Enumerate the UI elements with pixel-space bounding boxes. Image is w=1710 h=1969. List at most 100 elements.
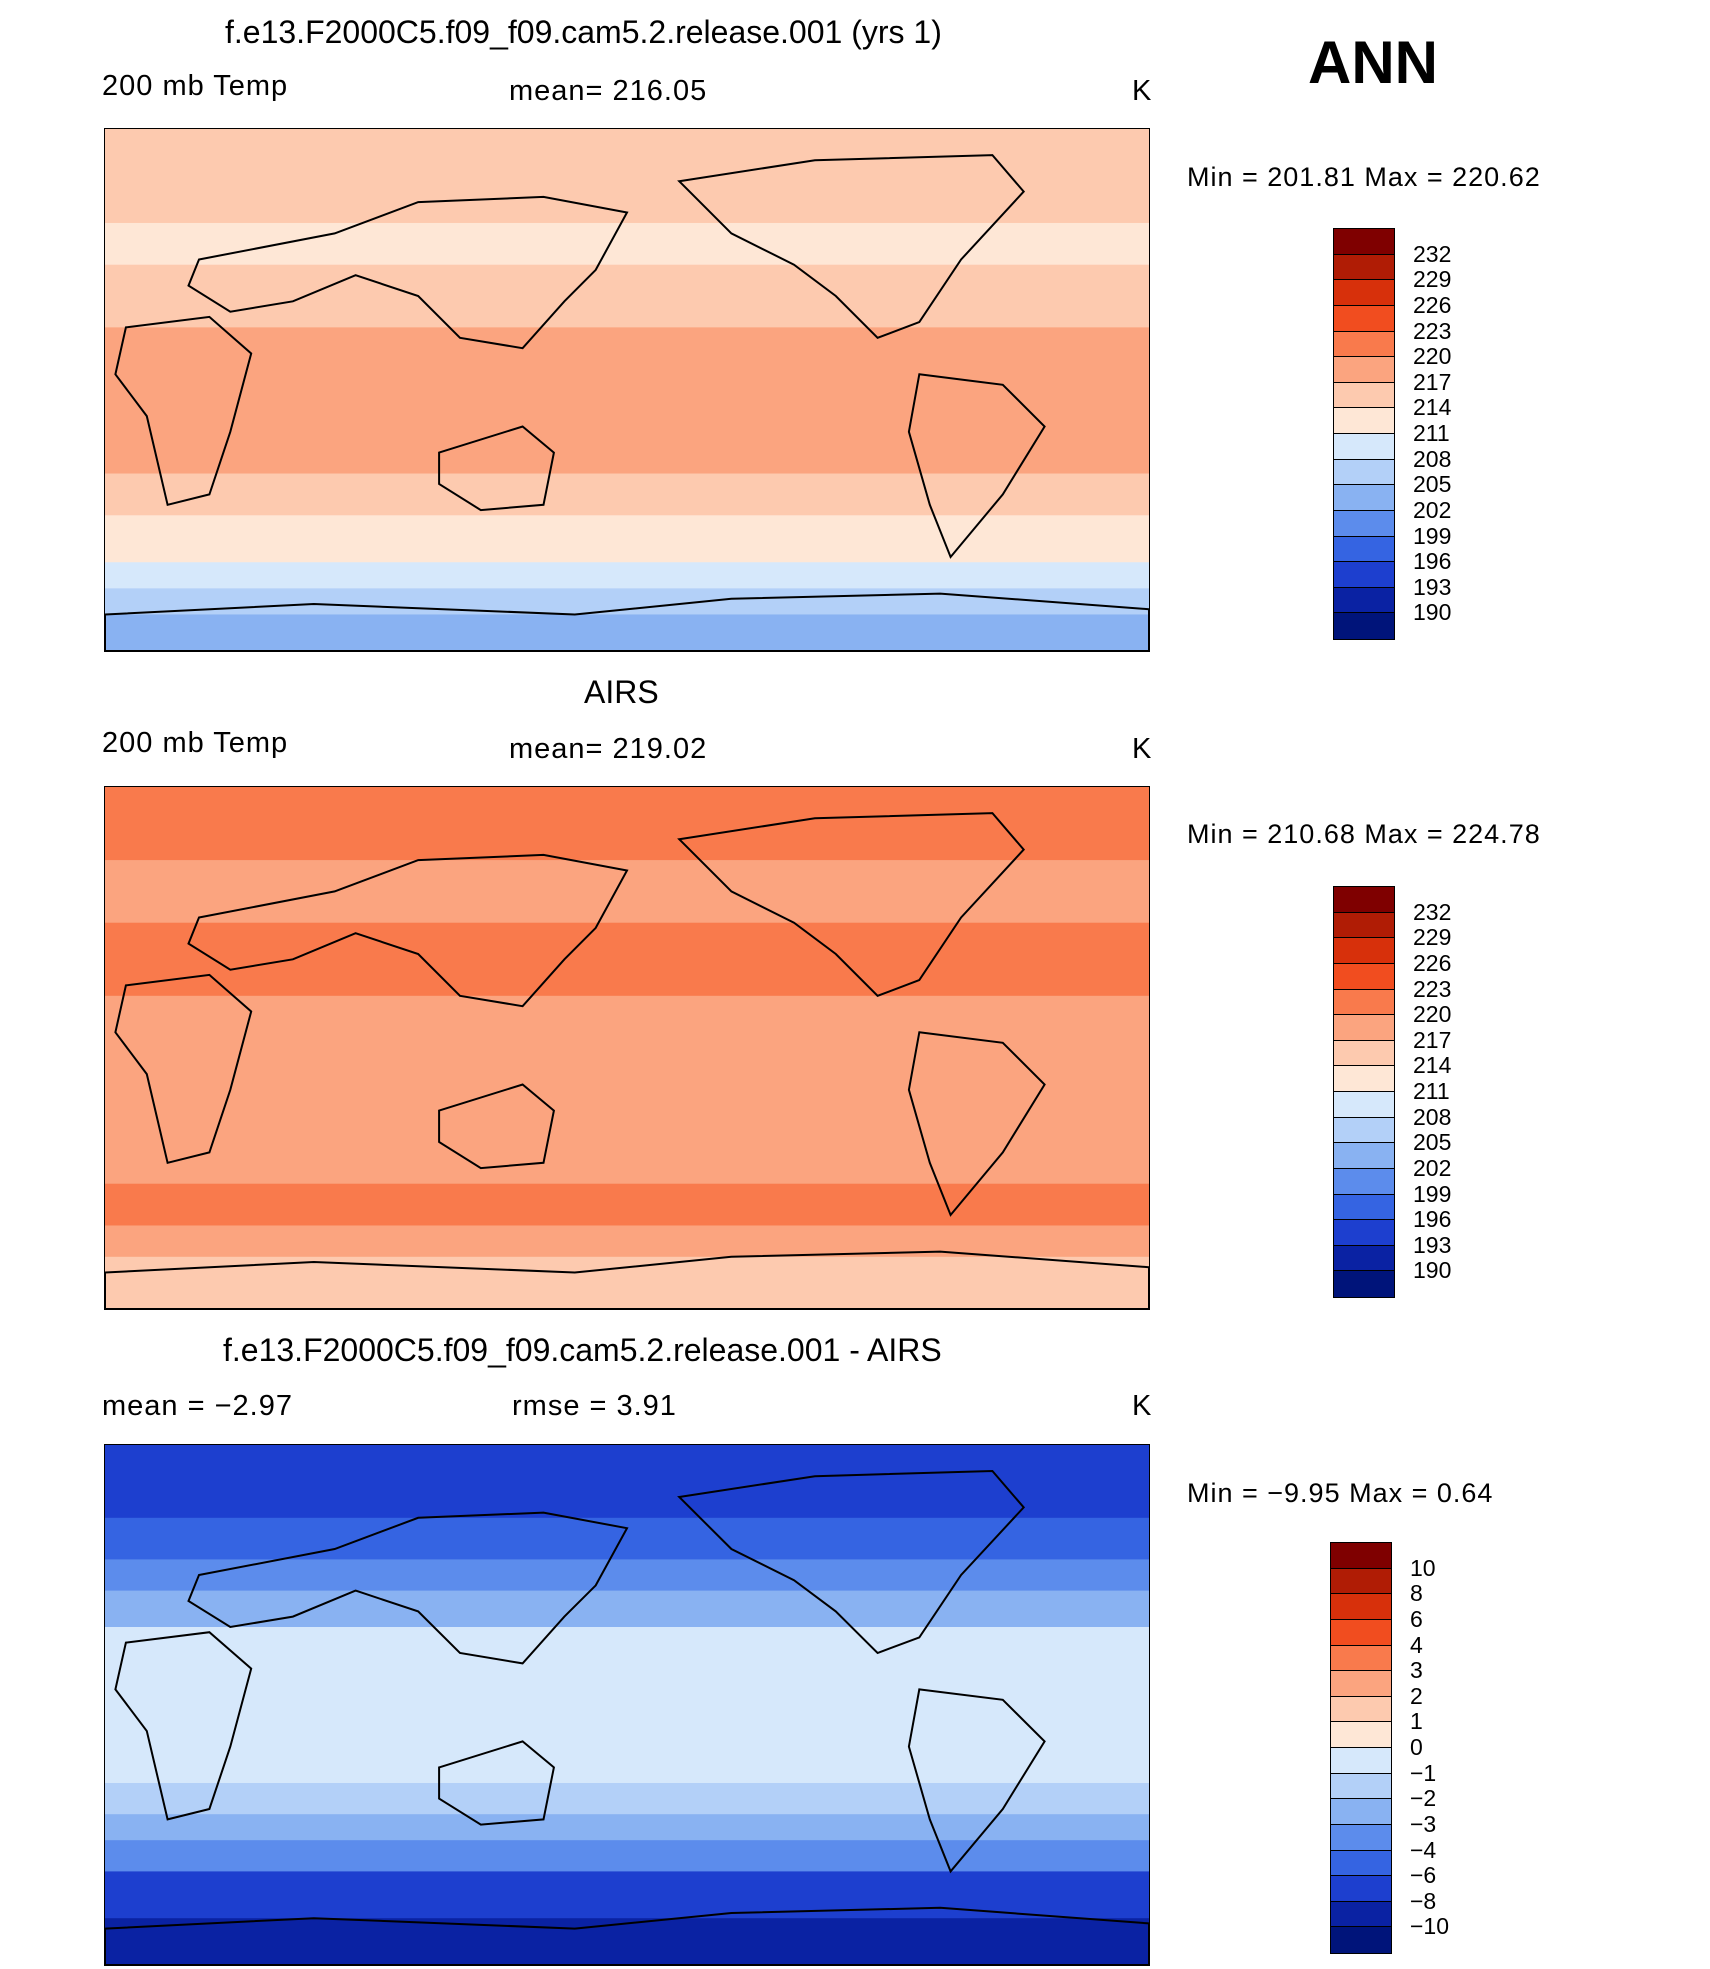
colorbar-swatch bbox=[1334, 408, 1394, 434]
contour-band bbox=[105, 1559, 1149, 1592]
colorbar-tick-label: 226 bbox=[1413, 949, 1452, 976]
colorbar-swatch bbox=[1331, 1799, 1391, 1825]
colorbar-tick-label: 220 bbox=[1413, 343, 1452, 370]
colorbar-tick-label: 0 bbox=[1410, 1734, 1423, 1760]
panel-3-rmse-label: rmse = 3.91 bbox=[512, 1390, 677, 1422]
colorbar-tick-label: 2 bbox=[1410, 1682, 1423, 1709]
colorbar-swatch bbox=[1331, 1748, 1391, 1774]
colorbar-swatch bbox=[1334, 254, 1394, 281]
panel-3-minmax: Min = −9.95 Max = 0.64 bbox=[1187, 1478, 1494, 1508]
colorbar-swatch bbox=[1334, 1168, 1394, 1195]
panel-3-title: f.e13.F2000C5.f09_f09.cam5.2.release.001… bbox=[223, 1332, 942, 1368]
coastline bbox=[187, 1511, 629, 1665]
colorbar-tick-label: 223 bbox=[1413, 975, 1452, 1002]
colorbar-tick-label: 226 bbox=[1413, 291, 1452, 318]
contour-band bbox=[105, 473, 1149, 517]
colorbar-tick-label: 205 bbox=[1413, 471, 1452, 498]
colorbar-swatch bbox=[1331, 1645, 1391, 1672]
colorbar-swatch bbox=[1334, 229, 1394, 255]
colorbar-tick-label: 208 bbox=[1413, 1103, 1452, 1130]
contour-band bbox=[105, 1627, 1149, 1784]
colorbar-swatch bbox=[1331, 1876, 1391, 1902]
panel-2-minmax: Min = 210.68 Max = 224.78 bbox=[1187, 819, 1541, 849]
colorbar-swatch bbox=[1334, 1245, 1394, 1272]
colorbar-tick-label: −6 bbox=[1410, 1862, 1437, 1889]
panel-2-units: K bbox=[1132, 733, 1153, 765]
colorbar-tick-label: 205 bbox=[1413, 1129, 1452, 1156]
colorbar-swatch bbox=[1334, 938, 1394, 964]
contour-band bbox=[105, 1183, 1149, 1227]
colorbar-swatch bbox=[1331, 1619, 1391, 1646]
panel-1-minmax: Min = 201.81 Max = 220.62 bbox=[1187, 162, 1541, 192]
coastline bbox=[105, 1250, 1149, 1309]
panel-3-map bbox=[104, 1444, 1150, 1966]
contour-band bbox=[105, 1256, 1149, 1309]
contour-band bbox=[105, 1814, 1149, 1842]
colorbar-swatch bbox=[1334, 280, 1394, 306]
contour-band bbox=[105, 1445, 1149, 1519]
colorbar-tick-label: −10 bbox=[1410, 1913, 1450, 1940]
panel-1-units: K bbox=[1132, 75, 1153, 107]
colorbar-tick-label: 208 bbox=[1413, 445, 1452, 472]
panel-1-title: f.e13.F2000C5.f09_f09.cam5.2.release.001… bbox=[225, 14, 942, 50]
colorbar-swatch bbox=[1331, 1568, 1391, 1595]
colorbar-tick-label: 193 bbox=[1413, 1231, 1452, 1258]
coastline bbox=[907, 1688, 1046, 1874]
contour-band bbox=[105, 1590, 1149, 1628]
colorbar-tick-label: 193 bbox=[1413, 573, 1452, 600]
colorbar-swatch bbox=[1334, 434, 1394, 460]
colorbar-swatch bbox=[1334, 1015, 1394, 1041]
colorbar-tick-label: 232 bbox=[1413, 240, 1452, 267]
colorbar-tick-label: 211 bbox=[1413, 1078, 1450, 1104]
coastline bbox=[114, 1631, 253, 1821]
contour-band bbox=[105, 1517, 1149, 1561]
colorbar-tick-label: −4 bbox=[1410, 1836, 1437, 1863]
colorbar-swatch bbox=[1334, 887, 1394, 913]
contour-band bbox=[105, 1225, 1149, 1258]
contour-band bbox=[105, 222, 1149, 266]
colorbar-tick-label: 232 bbox=[1413, 898, 1452, 925]
colorbar-swatch bbox=[1334, 331, 1394, 358]
colorbar-swatch bbox=[1331, 1594, 1391, 1620]
panel-2-colorbar bbox=[1333, 886, 1395, 1298]
contour-band bbox=[105, 1840, 1149, 1873]
colorbar-tick-label: 214 bbox=[1413, 1052, 1452, 1079]
colorbar-tick-label: 196 bbox=[1413, 548, 1452, 575]
contour-band bbox=[105, 1783, 1149, 1816]
coastline bbox=[105, 1906, 1149, 1965]
colorbar-tick-label: 6 bbox=[1410, 1605, 1423, 1632]
colorbar-swatch bbox=[1334, 1040, 1394, 1067]
panel-3-colorbar bbox=[1330, 1542, 1392, 1954]
coastline bbox=[114, 973, 253, 1165]
panel-1-colorbar bbox=[1333, 228, 1395, 640]
contour-band bbox=[105, 515, 1149, 564]
coastline bbox=[187, 853, 629, 1008]
panel-3-mean-label: mean = −2.97 bbox=[102, 1390, 293, 1422]
colorbar-tick-label: 229 bbox=[1413, 266, 1452, 293]
colorbar-swatch bbox=[1331, 1927, 1391, 1953]
coastline bbox=[677, 812, 1026, 997]
colorbar-tick-label: 220 bbox=[1413, 1001, 1452, 1028]
colorbar-tick-label: 202 bbox=[1413, 1154, 1452, 1181]
colorbar-tick-label: 202 bbox=[1413, 496, 1452, 523]
colorbar-tick-label: −1 bbox=[1410, 1759, 1437, 1786]
contour-band bbox=[105, 995, 1149, 1185]
colorbar-tick-label: −3 bbox=[1410, 1810, 1437, 1837]
colorbar-tick-label: 10 bbox=[1410, 1554, 1436, 1581]
colorbar-swatch bbox=[1334, 357, 1394, 383]
contour-band bbox=[105, 327, 1149, 475]
coastline bbox=[114, 315, 253, 507]
colorbar-tick-label: 1 bbox=[1410, 1708, 1423, 1735]
colorbar-swatch bbox=[1334, 305, 1394, 332]
colorbar-swatch bbox=[1331, 1696, 1391, 1723]
colorbar-swatch bbox=[1334, 1092, 1394, 1118]
colorbar-swatch bbox=[1331, 1773, 1391, 1800]
colorbar-swatch bbox=[1334, 562, 1394, 588]
colorbar-swatch bbox=[1334, 1066, 1394, 1092]
panel-1-mean-label: mean= 216.05 bbox=[509, 75, 708, 107]
colorbar-swatch bbox=[1334, 989, 1394, 1016]
colorbar-swatch bbox=[1334, 510, 1394, 537]
colorbar-tick-label: 223 bbox=[1413, 317, 1452, 344]
colorbar-swatch bbox=[1334, 963, 1394, 990]
contour-band bbox=[105, 588, 1149, 616]
